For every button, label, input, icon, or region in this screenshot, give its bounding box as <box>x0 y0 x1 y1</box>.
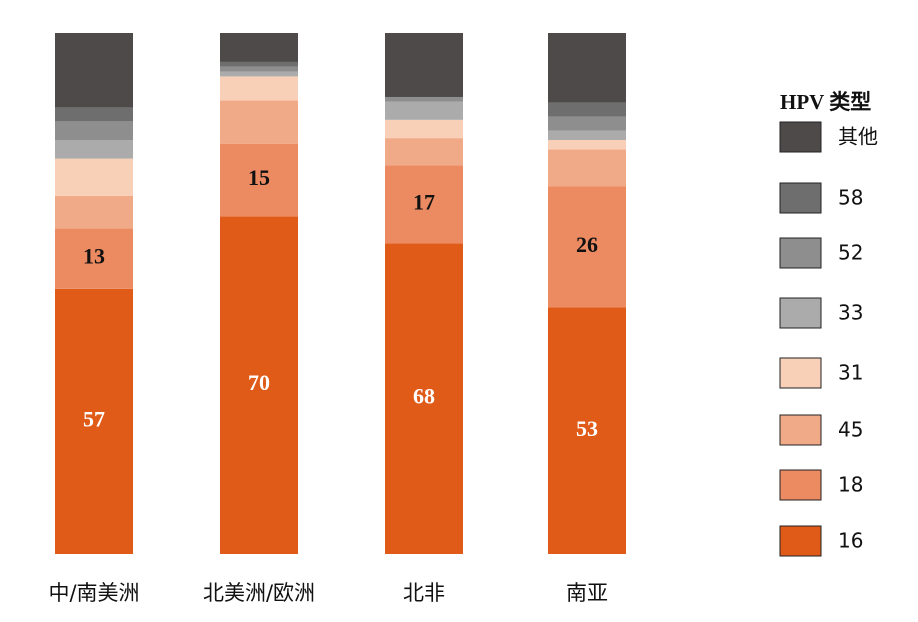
value-label: 70 <box>248 370 270 395</box>
bar-segment <box>220 71 298 77</box>
legend-label: 45 <box>838 418 863 442</box>
bar-segment <box>385 119 463 139</box>
bar-segment <box>220 216 298 554</box>
legend-swatch <box>779 525 822 557</box>
legend-label: 52 <box>838 241 863 265</box>
bar-segment <box>220 61 298 67</box>
legend-swatch <box>779 357 822 389</box>
bar-segment <box>55 158 133 196</box>
x-tick-label: 南亚 <box>566 581 608 605</box>
value-label: 53 <box>576 416 598 441</box>
value-label: 15 <box>248 165 270 190</box>
legend-label: 58 <box>838 186 863 210</box>
bar-segment <box>548 116 626 131</box>
x-tick-label: 北美洲/欧洲 <box>203 581 315 605</box>
value-label: 17 <box>413 189 435 214</box>
bar-segment <box>548 149 626 187</box>
legend-swatch <box>779 469 822 501</box>
value-label: 57 <box>83 406 105 431</box>
bar-segment <box>385 243 463 554</box>
legend-label: 其他 <box>838 125 878 149</box>
bar-segment <box>548 102 626 117</box>
value-label: 68 <box>413 384 435 409</box>
legend-swatch <box>779 237 822 269</box>
bar-segment <box>548 307 626 554</box>
bar-segment <box>385 138 463 166</box>
bar-segment <box>55 107 133 122</box>
legend-label: 18 <box>838 473 863 497</box>
bar-segment <box>385 96 463 102</box>
bar-segment <box>55 195 133 229</box>
bar-segment <box>220 66 298 72</box>
legend-swatch <box>779 414 822 446</box>
value-label: 26 <box>576 232 598 257</box>
bar-segment <box>385 101 463 120</box>
bar-segment <box>55 121 133 140</box>
legend-swatch <box>779 121 822 153</box>
legend-swatch <box>779 297 822 329</box>
bar-segment <box>55 228 133 289</box>
bar-segment <box>55 288 133 554</box>
x-tick-label: 中/南美洲 <box>48 581 139 605</box>
legend-label: 31 <box>838 361 863 385</box>
value-label: 13 <box>83 244 105 269</box>
legend-title: HPV 类型 <box>780 90 871 114</box>
bar-segment <box>548 130 626 140</box>
bar-segment <box>220 33 298 62</box>
legend-label: 33 <box>838 301 863 325</box>
bar-segment <box>55 139 133 159</box>
legend-swatch <box>779 182 822 214</box>
legend-label: 16 <box>838 529 863 553</box>
bar-segment <box>385 33 463 97</box>
bar-segment <box>220 100 298 144</box>
bar-segment <box>385 165 463 244</box>
bar-segment <box>220 143 298 217</box>
bar-segment <box>548 186 626 308</box>
bar-segment <box>548 33 626 103</box>
bar-segment <box>220 76 298 101</box>
x-tick-label: 北非 <box>403 581 445 605</box>
bar-segment <box>548 139 626 150</box>
bar-segment <box>55 33 133 108</box>
